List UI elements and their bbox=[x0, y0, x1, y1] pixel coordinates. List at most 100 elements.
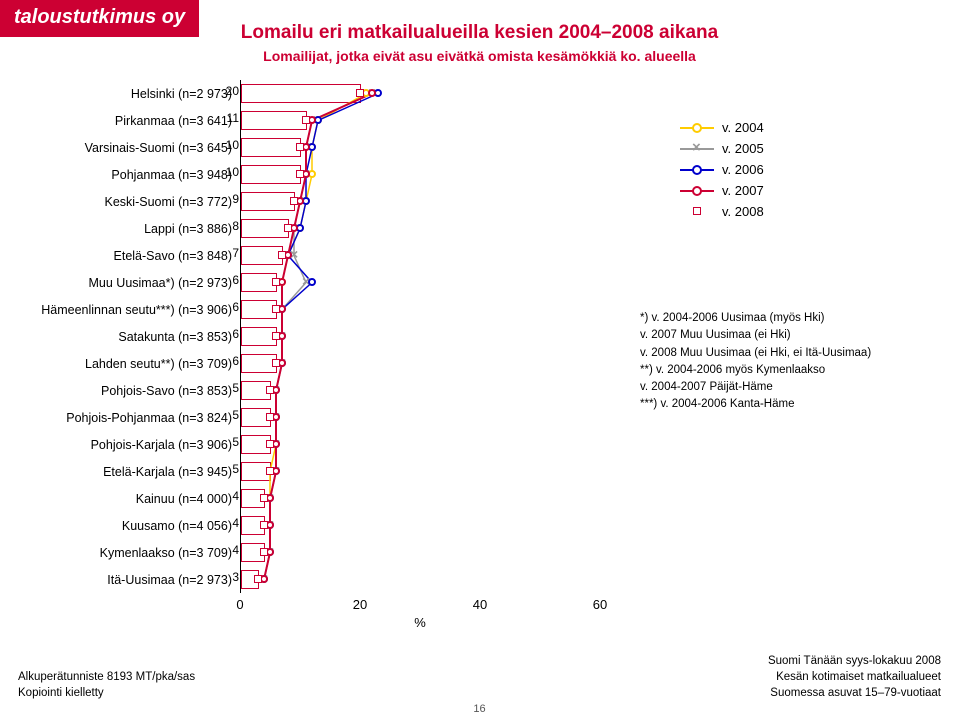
series-marker bbox=[260, 494, 268, 502]
series-marker bbox=[284, 224, 292, 232]
x-tick: 0 bbox=[236, 597, 243, 612]
category-label: Keski-Suomi (n=3 772) bbox=[30, 195, 240, 209]
legend-item: v. 2007 bbox=[680, 183, 930, 198]
bar bbox=[241, 192, 295, 211]
chart-row: Etelä-Karjala (n=3 945)5× bbox=[30, 458, 630, 485]
series-marker bbox=[278, 251, 286, 259]
series-marker bbox=[266, 386, 274, 394]
legend-marker bbox=[680, 121, 714, 135]
bar-zone: 8× bbox=[240, 215, 630, 242]
legend-item: × v. 2005 bbox=[680, 141, 930, 156]
chart-row: Lappi (n=3 886)8× bbox=[30, 215, 630, 242]
legend-item: v. 2008 bbox=[680, 204, 930, 219]
bar-value-label: 10 bbox=[223, 165, 239, 179]
bar bbox=[241, 84, 361, 103]
bar-zone: 10× bbox=[240, 161, 630, 188]
footnote-line: *) v. 2004-2006 Uusimaa (myös Hki) bbox=[640, 310, 940, 327]
bar-value-label: 7 bbox=[223, 246, 239, 260]
chart-row: Kymenlaakso (n=3 709)4× bbox=[30, 539, 630, 566]
footnote-line: ***) v. 2004-2006 Kanta-Häme bbox=[640, 396, 940, 413]
series-marker bbox=[266, 440, 274, 448]
category-label: Kainuu (n=4 000) bbox=[30, 492, 240, 506]
series-marker bbox=[308, 278, 316, 286]
chart-row: Helsinki (n=2 973)20× bbox=[30, 80, 630, 107]
bar-value-label: 3 bbox=[223, 570, 239, 584]
footnote-line: v. 2008 Muu Uusimaa (ei Hki, ei Itä-Uusi… bbox=[640, 345, 940, 362]
legend-label: v. 2005 bbox=[722, 141, 764, 156]
bar-value-label: 6 bbox=[223, 300, 239, 314]
bar-value-label: 9 bbox=[223, 192, 239, 206]
bar bbox=[241, 138, 301, 157]
chart-row: Pohjanmaa (n=3 948)10× bbox=[30, 161, 630, 188]
bar-zone: 4× bbox=[240, 539, 630, 566]
legend-item: v. 2006 bbox=[680, 162, 930, 177]
category-label: Pirkanmaa (n=3 641) bbox=[30, 114, 240, 128]
bar-zone: 6× bbox=[240, 350, 630, 377]
chart-row: Varsinais-Suomi (n=3 645)10× bbox=[30, 134, 630, 161]
chart-row: Lahden seutu**) (n=3 709)6× bbox=[30, 350, 630, 377]
footer-right-line: Kesän kotimaiset matkailualueet bbox=[768, 669, 941, 685]
chart-row: Itä-Uusimaa (n=2 973)3× bbox=[30, 566, 630, 593]
chart-row: Hämeenlinnan seutu***) (n=3 906)6× bbox=[30, 296, 630, 323]
series-marker bbox=[266, 413, 274, 421]
chart-row: Kainuu (n=4 000)4× bbox=[30, 485, 630, 512]
bar bbox=[241, 111, 307, 130]
series-marker bbox=[266, 467, 274, 475]
series-marker bbox=[296, 143, 304, 151]
category-label: Kymenlaakso (n=3 709) bbox=[30, 546, 240, 560]
chart-row: Pohjois-Savo (n=3 853)5× bbox=[30, 377, 630, 404]
legend: v. 2004 × v. 2005 v. 2006 v. 2007 v. 2008 bbox=[680, 120, 930, 225]
legend-marker: × bbox=[680, 142, 714, 156]
category-label: Pohjois-Karjala (n=3 906) bbox=[30, 438, 240, 452]
chart-row: Etelä-Savo (n=3 848)7× bbox=[30, 242, 630, 269]
bar-zone: 6× bbox=[240, 296, 630, 323]
bar-zone: 6× bbox=[240, 269, 630, 296]
bar-value-label: 5 bbox=[223, 462, 239, 476]
bar bbox=[241, 219, 289, 238]
title-block: Lomailu eri matkailualueilla kesien 2004… bbox=[0, 22, 959, 64]
x-tick: 20 bbox=[353, 597, 367, 612]
bar bbox=[241, 246, 283, 265]
bar-value-label: 4 bbox=[223, 543, 239, 557]
category-label: Varsinais-Suomi (n=3 645) bbox=[30, 141, 240, 155]
bar-zone: 4× bbox=[240, 512, 630, 539]
chart-row: Keski-Suomi (n=3 772)9× bbox=[30, 188, 630, 215]
category-label: Pohjois-Savo (n=3 853) bbox=[30, 384, 240, 398]
legend-label: v. 2004 bbox=[722, 120, 764, 135]
bar-value-label: 4 bbox=[223, 489, 239, 503]
series-marker bbox=[272, 305, 280, 313]
footnote-line: v. 2007 Muu Uusimaa (ei Hki) bbox=[640, 327, 940, 344]
bar-zone: 9× bbox=[240, 188, 630, 215]
series-marker bbox=[368, 89, 376, 97]
series-marker bbox=[260, 548, 268, 556]
series-marker bbox=[272, 359, 280, 367]
bar-value-label: 4 bbox=[223, 516, 239, 530]
category-label: Itä-Uusimaa (n=2 973) bbox=[30, 573, 240, 587]
legend-marker bbox=[680, 184, 714, 198]
x-axis: 0204060% bbox=[240, 597, 600, 627]
page-number: 16 bbox=[473, 703, 485, 715]
legend-marker bbox=[680, 163, 714, 177]
category-label: Lahden seutu**) (n=3 709) bbox=[30, 357, 240, 371]
series-marker bbox=[254, 575, 262, 583]
bar-value-label: 6 bbox=[223, 354, 239, 368]
category-label: Pohjois-Pohjanmaa (n=3 824) bbox=[30, 411, 240, 425]
series-marker bbox=[272, 332, 280, 340]
footnote-line: **) v. 2004-2006 myös Kymenlaakso bbox=[640, 362, 940, 379]
series-marker bbox=[290, 197, 298, 205]
bar-zone: 20× bbox=[240, 80, 630, 107]
chart-area: Helsinki (n=2 973)20× Pirkanmaa (n=3 641)… bbox=[30, 80, 630, 650]
legend-item: v. 2004 bbox=[680, 120, 930, 135]
footer-left-line: Kopiointi kielletty bbox=[18, 685, 195, 701]
bar-value-label: 11 bbox=[223, 111, 239, 125]
bar-value-label: 6 bbox=[223, 327, 239, 341]
chart-row: Satakunta (n=3 853)6× bbox=[30, 323, 630, 350]
series-marker bbox=[260, 521, 268, 529]
category-label: Hämeenlinnan seutu***) (n=3 906) bbox=[30, 303, 240, 317]
category-label: Satakunta (n=3 853) bbox=[30, 330, 240, 344]
footer-left: Alkuperätunniste 8193 MT/pka/sasKopioint… bbox=[18, 669, 195, 701]
chart-row: Pohjois-Karjala (n=3 906)5× bbox=[30, 431, 630, 458]
bar-zone: 11× bbox=[240, 107, 630, 134]
series-marker bbox=[356, 89, 364, 97]
bar-value-label: 6 bbox=[223, 273, 239, 287]
